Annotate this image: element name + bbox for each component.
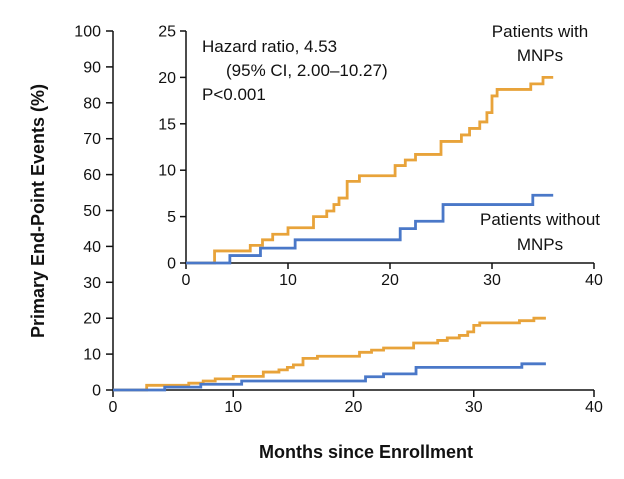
main-x-tick-label: 0 — [109, 399, 118, 416]
main-series-without-mnps-line — [113, 362, 546, 392]
main-x-tick-label: 30 — [465, 399, 483, 416]
label-without-mnps-line2: MNPs — [517, 235, 563, 254]
main-x-tick-label: 10 — [224, 399, 242, 416]
main-series-with-mnps-line — [113, 316, 546, 392]
main-y-tick-label: 100 — [74, 24, 101, 41]
main-x-ticks: 0 10 20 30 40 — [109, 390, 603, 416]
inset-series-with-mnps-line — [186, 76, 554, 265]
inset-y-tick-label: 25 — [158, 24, 176, 41]
main-y-ticks: 0 10 20 30 40 50 60 70 80 90 100 — [74, 24, 113, 400]
main-y-tick-label: 0 — [92, 383, 101, 400]
main-y-tick-label: 70 — [83, 131, 101, 148]
label-with-mnps-line1: Patients with — [492, 22, 588, 41]
inset-y-tick-label: 20 — [158, 70, 176, 87]
inset-y-tick-label: 10 — [158, 163, 176, 180]
main-x-tick-label: 40 — [585, 399, 603, 416]
main-x-tick-label: 20 — [345, 399, 363, 416]
inset-y-tick-label: 0 — [167, 256, 176, 273]
inset-x-tick-label: 20 — [381, 272, 399, 289]
main-y-tick-label: 20 — [83, 311, 101, 328]
main-y-tick-label: 50 — [83, 203, 101, 220]
inset-y-tick-label: 15 — [158, 116, 176, 133]
label-with-mnps-line2: MNPs — [517, 46, 563, 65]
main-series-group — [113, 316, 546, 392]
label-without-mnps-line1: Patients without — [480, 210, 600, 229]
y-axis-title: Primary End-Point Events (%) — [28, 84, 48, 338]
inset-x-ticks: 0 10 20 30 40 — [182, 263, 603, 289]
main-y-tick-label: 40 — [83, 239, 101, 256]
main-y-tick-label: 90 — [83, 59, 101, 76]
inset-x-tick-label: 40 — [585, 272, 603, 289]
main-y-tick-label: 60 — [83, 167, 101, 184]
inset-x-tick-label: 30 — [483, 272, 501, 289]
confidence-interval-text: (95% CI, 2.00–10.27) — [226, 61, 388, 80]
inset-y-ticks: 0 5 10 15 20 25 — [158, 24, 186, 273]
main-y-tick-label: 80 — [83, 95, 101, 112]
main-y-tick-label: 10 — [83, 347, 101, 364]
inset-x-tick-label: 10 — [279, 272, 297, 289]
hazard-ratio-text: Hazard ratio, 4.53 — [202, 37, 337, 56]
p-value-text: P<0.001 — [202, 85, 266, 104]
inset-y-tick-label: 5 — [167, 209, 176, 226]
inset-series-without-mnps-line — [186, 193, 554, 265]
inset-x-tick-label: 0 — [182, 272, 191, 289]
x-axis-title: Months since Enrollment — [259, 442, 473, 462]
main-y-tick-label: 30 — [83, 275, 101, 292]
inset-series-group — [186, 76, 554, 265]
